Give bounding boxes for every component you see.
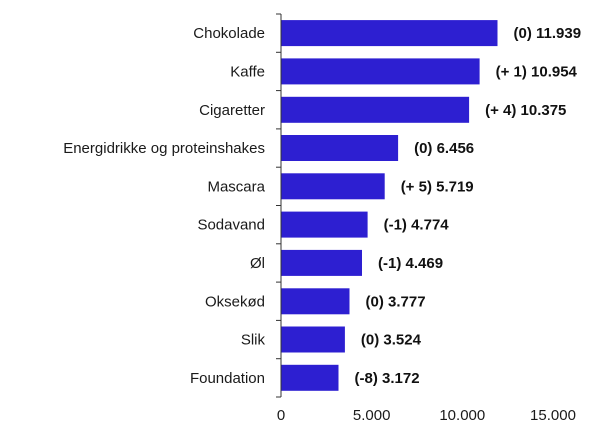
x-tick-label: 10.000 bbox=[439, 407, 485, 424]
value-label: (-8) 3.172 bbox=[355, 370, 420, 387]
value-label: (0) 11.939 bbox=[514, 25, 582, 42]
category-label: Øl bbox=[250, 255, 265, 272]
category-label: Mascara bbox=[207, 178, 265, 195]
category-labels: Chokolade Kaffe Cigaretter Energidrikke og … bbox=[63, 25, 265, 387]
category-label: Kaffe bbox=[230, 63, 265, 80]
category-label: Slik bbox=[241, 332, 266, 349]
bar bbox=[281, 58, 480, 85]
bar bbox=[281, 211, 368, 238]
x-tick-label: 15.000 bbox=[530, 407, 576, 424]
category-label: Chokolade bbox=[193, 25, 265, 42]
value-label: (0) 3.777 bbox=[366, 293, 426, 310]
bar bbox=[281, 288, 350, 315]
bar bbox=[281, 364, 339, 391]
bar bbox=[281, 173, 385, 200]
bar bbox=[281, 20, 498, 47]
category-label: Cigaretter bbox=[199, 102, 265, 119]
category-label: Energidrikke og proteinshakes bbox=[63, 140, 265, 157]
bar bbox=[281, 249, 362, 276]
category-label: Oksekød bbox=[205, 293, 265, 310]
x-tick-label: 0 bbox=[277, 407, 285, 424]
bar bbox=[281, 96, 470, 123]
category-label: Sodavand bbox=[197, 217, 265, 234]
value-label: (+ 4) 10.375 bbox=[485, 102, 566, 119]
value-label: (-1) 4.774 bbox=[384, 217, 450, 234]
axes: 0 5.000 10.000 15.000 bbox=[276, 13, 576, 424]
value-label: (+ 5) 5.719 bbox=[401, 178, 474, 195]
category-label: Foundation bbox=[190, 370, 265, 387]
bar bbox=[281, 326, 345, 353]
bars-layer bbox=[281, 20, 498, 391]
value-label: (0) 3.524 bbox=[361, 332, 422, 349]
value-label: (+ 1) 10.954 bbox=[496, 63, 578, 80]
bar bbox=[281, 135, 399, 161]
x-tick-label: 5.000 bbox=[353, 407, 391, 424]
value-label: (-1) 4.469 bbox=[378, 255, 443, 272]
value-labels: (0) 11.939 (+ 1) 10.954 (+ 4) 10.375 (0) 6.… bbox=[355, 25, 582, 387]
value-label: (0) 6.456 bbox=[414, 140, 474, 157]
